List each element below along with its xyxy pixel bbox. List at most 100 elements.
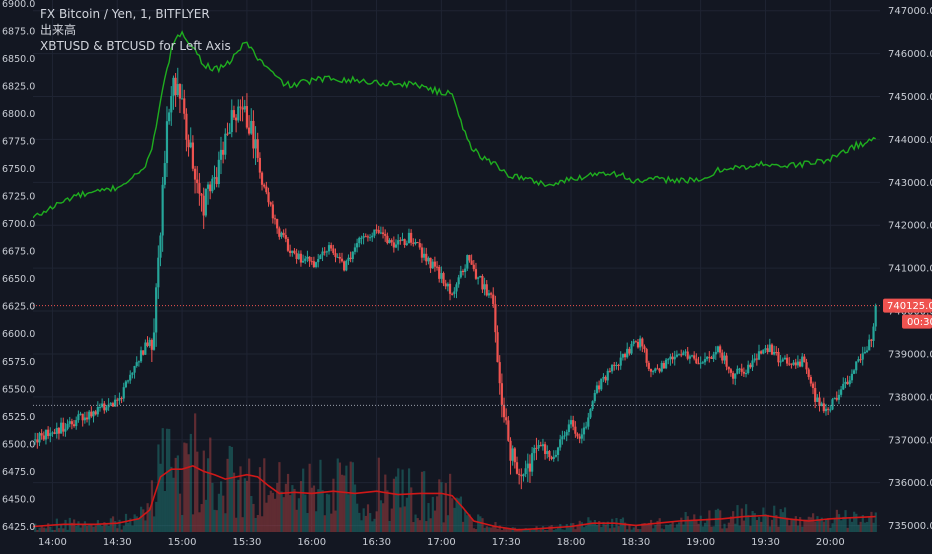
volume-bar <box>433 510 437 532</box>
overlay-legend-label[interactable]: XBTUSD & BTCUSD for Left Axis <box>40 39 231 53</box>
volume-bar <box>172 477 175 532</box>
candle-body <box>200 193 203 196</box>
candle-body <box>321 251 324 256</box>
volume-bar <box>760 521 763 532</box>
last-price-tag <box>883 298 932 313</box>
left-axis[interactable]: 6425.0 6450.0 6475.0 6500.0 6525.0 6550.0 6575… <box>0 0 35 533</box>
candle-body <box>308 256 311 262</box>
candle-body <box>314 262 318 268</box>
candle-body <box>377 229 380 233</box>
volume-bar <box>831 523 834 532</box>
candle-body <box>299 253 303 263</box>
time-axis-tick: 16:30 <box>362 537 391 548</box>
candle-body <box>760 351 763 354</box>
candle-body <box>729 369 733 373</box>
volume-bar <box>686 516 689 532</box>
candle-body <box>600 378 603 390</box>
candle-body <box>606 370 609 381</box>
candle-body <box>269 202 272 205</box>
volume-bar <box>142 509 145 532</box>
volume-bar <box>286 473 290 532</box>
candle-body <box>152 332 156 350</box>
candle-body <box>785 357 789 364</box>
volume-bar <box>453 507 456 532</box>
volume-bar <box>77 521 80 532</box>
candle-body <box>265 186 268 193</box>
volume-bar <box>792 519 795 532</box>
candle-body <box>742 371 745 374</box>
volume-bar <box>276 482 279 532</box>
candle-body <box>176 84 179 96</box>
candle-body <box>295 253 298 259</box>
volume-bar <box>34 523 37 532</box>
volume-bar <box>265 502 268 532</box>
volume-bar <box>557 526 560 532</box>
volume-bar <box>548 526 551 532</box>
candle-body <box>766 348 769 353</box>
volume-bar <box>742 520 746 532</box>
candle-body <box>301 260 305 263</box>
right-axis-bg <box>880 0 932 550</box>
volume-bar <box>645 523 648 532</box>
left-axis-tick: 6675.0 <box>2 247 35 258</box>
candle-body <box>98 406 102 408</box>
candle-body <box>222 149 225 155</box>
price-tags: 740125.00 00:30 <box>883 298 932 329</box>
volume-legend-label[interactable]: 出来高 <box>40 23 77 37</box>
candle-body <box>327 245 331 252</box>
symbol-title[interactable]: FX Bitcoin / Yen, 1, BITFLYER <box>40 7 210 21</box>
candle-body <box>403 239 406 246</box>
volume-bar <box>44 528 48 532</box>
candles[interactable] <box>34 67 877 490</box>
candle-body <box>260 172 264 185</box>
candle-body <box>247 127 251 134</box>
candle-body <box>520 475 523 477</box>
volume-bar <box>161 428 164 532</box>
candle-body <box>183 98 186 114</box>
volume-bar <box>88 523 91 532</box>
candle-body <box>273 218 277 220</box>
volume-bar <box>444 483 447 532</box>
volume-bar <box>51 529 54 532</box>
volume-bar <box>442 522 445 532</box>
candle-body <box>334 253 337 257</box>
volume-bar <box>170 466 173 532</box>
volume-bar <box>42 527 46 532</box>
volume-bar <box>405 497 409 532</box>
candle-body <box>585 426 588 428</box>
volume-bar <box>861 515 864 532</box>
volume-bar <box>243 478 246 532</box>
candle-body <box>312 261 315 268</box>
volume-bar <box>827 518 830 532</box>
candle-body <box>852 370 856 374</box>
volume-bar <box>669 524 672 532</box>
right-axis[interactable]: 735000.00 736000.00 737000.00 738000.00 7390… <box>880 0 932 550</box>
volume-bar <box>734 523 737 532</box>
volume-bar <box>762 507 765 532</box>
volume-bar <box>740 508 743 532</box>
candle-body <box>96 406 99 415</box>
candle-body <box>818 397 821 407</box>
volume-bar <box>684 511 687 532</box>
candle-body <box>721 352 724 361</box>
candle-body <box>507 420 510 441</box>
volume-bar <box>613 527 616 532</box>
volume-bar <box>332 478 335 532</box>
volume-bar <box>224 513 227 532</box>
candle-body <box>109 403 112 405</box>
volume-bar <box>641 523 644 532</box>
volume-bar <box>397 468 400 532</box>
left-axis-tick: 6725.0 <box>2 192 35 203</box>
volume-bar <box>364 515 367 532</box>
volume-bar <box>593 519 596 532</box>
time-axis[interactable]: 14:00 14:30 15:00 15:30 16:00 16:30 17:00 17:30… <box>0 532 932 550</box>
candle-body <box>165 121 169 164</box>
volume-bar <box>334 510 337 532</box>
candle-body <box>531 453 534 472</box>
volume-bar <box>632 527 635 532</box>
volume-bar <box>258 467 262 532</box>
volume-bar <box>92 526 95 532</box>
volume-ma-path <box>32 465 876 531</box>
